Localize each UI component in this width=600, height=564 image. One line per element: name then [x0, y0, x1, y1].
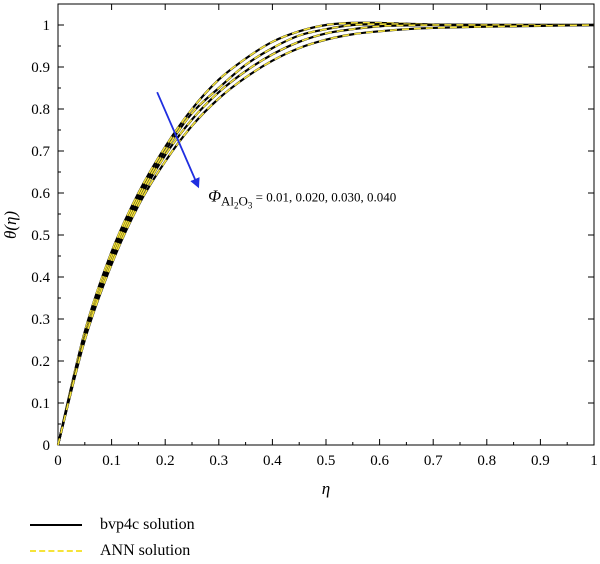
legend-label-bvp4c: bvp4c solution — [100, 516, 195, 533]
x-tick-label: 0 — [54, 453, 62, 469]
series-line-bvp4c-1 — [56, 22, 594, 446]
legend: bvp4c solution ANN solution — [30, 512, 195, 564]
x-tick-label: 0.8 — [477, 453, 496, 469]
x-tick-label: 0.4 — [263, 453, 282, 469]
x-tick-label: 0.5 — [317, 453, 336, 469]
y-tick-label: 0.7 — [31, 144, 50, 160]
x-tick-label: 1 — [590, 453, 598, 469]
x-tick-label: 0.1 — [102, 453, 121, 469]
annotation-arrow — [156, 91, 200, 189]
y-tick-label: 0.4 — [31, 270, 50, 286]
y-tick-label: 0.1 — [31, 396, 50, 412]
legend-item-bvp4c: bvp4c solution — [30, 512, 195, 538]
y-tick-label: 0.6 — [31, 186, 50, 202]
series-line-ann-1 — [57, 23, 594, 446]
y-tick-label: 0.2 — [31, 354, 50, 370]
x-tick-label: 0.6 — [370, 453, 389, 469]
legend-swatch-dashed — [30, 550, 82, 552]
legend-swatch-solid — [30, 524, 82, 526]
y-tick-label: 0.5 — [31, 228, 50, 244]
y-tick-label: 0.8 — [31, 102, 50, 118]
x-tick-label: 0.9 — [531, 453, 550, 469]
x-tick-label: 0.2 — [156, 453, 175, 469]
legend-item-ann: ANN solution — [30, 538, 195, 564]
x-tick-label: 0.7 — [424, 453, 443, 469]
y-axis-label: θ(η) — [1, 211, 20, 239]
x-tick-label: 0.3 — [209, 453, 228, 469]
series-line-ann-3 — [57, 24, 595, 446]
y-tick-label: 0 — [43, 438, 51, 454]
annotation-text: ΦAl2O3 = 0.01, 0.020, 0.030, 0.040 — [208, 186, 396, 210]
series-line-bvp4c-0 — [56, 21, 594, 446]
y-tick-label: 0.3 — [31, 312, 50, 328]
legend-label-ann: ANN solution — [100, 542, 191, 559]
series-line-bvp4c-2 — [56, 23, 594, 446]
y-tick-label: 1 — [43, 18, 51, 34]
series-line-ann-0 — [57, 21, 594, 446]
series-line-ann-2 — [57, 24, 594, 446]
series-line-bvp4c-3 — [56, 23, 595, 446]
y-tick-label: 0.9 — [31, 60, 50, 76]
chart: 0 0.1 0.2 0.3 0.4 0.5 0.6 0.7 0.8 0.9 1 0 0.1 0.2 0.3 0… — [1, 3, 598, 498]
x-axis-label: η — [322, 479, 330, 498]
plot-frame — [57, 3, 595, 446]
